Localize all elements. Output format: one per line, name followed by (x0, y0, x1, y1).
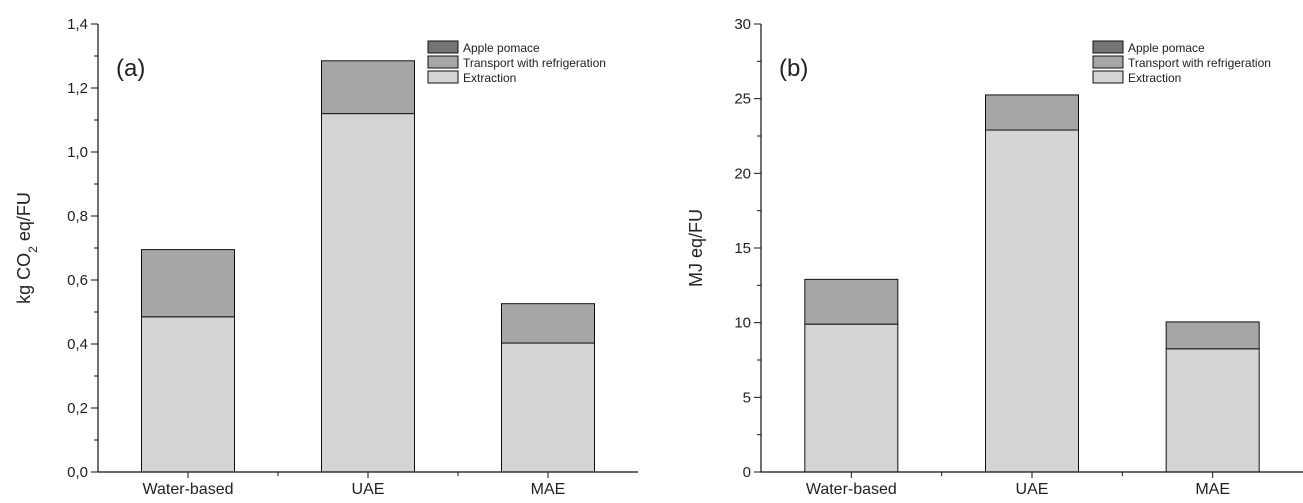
y-tick-label: 15 (734, 240, 751, 257)
y-axis-title: MJ eq/FU (686, 209, 706, 287)
x-tick-label: UAE (352, 481, 385, 498)
legend-swatch (427, 55, 459, 69)
bar-water-based-series-2 (804, 278, 899, 325)
bar-uae-series-1 (321, 113, 415, 473)
bar-mae-series-1 (1165, 348, 1260, 473)
bar-mae-series-2 (1165, 321, 1260, 350)
y-axis-title-part: MJ eq/FU (686, 209, 706, 287)
y-tick-label: 1,0 (67, 144, 88, 161)
y-tick-label: 1,4 (67, 16, 88, 33)
y-tick-label: 10 (734, 315, 751, 332)
y-axis-title-part: kg CO (14, 253, 34, 304)
legend-label: Transport with refrigeration (1128, 56, 1271, 70)
x-tick-label: Water-based (806, 481, 897, 498)
legend-label: Extraction (1128, 71, 1181, 85)
legend-label: Extraction (463, 71, 516, 85)
panel-label: (b) (779, 55, 808, 82)
y-tick-label: 5 (743, 389, 751, 406)
legend-label: Transport with refrigeration (463, 56, 606, 70)
y-tick-label: 0,4 (67, 336, 88, 353)
y-tick-label: 0,8 (67, 208, 88, 225)
bar-water-based-series-1 (804, 323, 899, 473)
y-tick-label: 20 (734, 165, 751, 182)
bar-water-based-series-2 (141, 249, 235, 318)
legend-swatch (1092, 40, 1124, 54)
legend-label: Apple pomace (1128, 41, 1205, 55)
y-tick-label: 1,2 (67, 80, 88, 97)
bar-mae-series-1 (501, 342, 595, 473)
legend-label: Apple pomace (463, 41, 540, 55)
legend-swatch (1092, 70, 1124, 84)
y-axis-title: kg CO2 eq/FU (14, 192, 40, 304)
y-tick-label: 30 (734, 16, 751, 33)
y-tick-label: 0,0 (67, 464, 88, 481)
x-tick-label: MAE (531, 481, 566, 498)
bar-mae-series-2 (501, 303, 595, 344)
y-axis-title-part: eq/FU (14, 192, 34, 246)
legend-swatch (1092, 55, 1124, 69)
x-tick-label: UAE (1016, 481, 1049, 498)
bar-uae-series-2 (321, 60, 415, 115)
chart-panel-2: 0 5 10 15 20 25 30 Water-based UAE MAE MJ eq/FU (b)… (686, 16, 1303, 498)
x-tick-label: Water-based (143, 481, 234, 498)
chart-panel-1: 0,0 0,2 0,4 0,6 0,8 1,0 1,2 1,4 Water-based UAE MA… (14, 16, 638, 498)
y-axis-title-part: 2 (26, 246, 40, 253)
y-tick-label: 0 (743, 464, 751, 481)
legend-swatch (427, 40, 459, 54)
y-tick-label: 0,6 (67, 272, 88, 289)
y-tick-label: 0,2 (67, 400, 88, 417)
bar-water-based-series-1 (141, 316, 235, 473)
y-tick-label: 25 (734, 91, 751, 108)
x-tick-label: MAE (1195, 481, 1230, 498)
bar-uae-series-1 (985, 129, 1079, 473)
panel-label: (a) (116, 55, 145, 82)
bar-uae-series-2 (985, 94, 1079, 131)
legend-swatch (427, 70, 459, 84)
